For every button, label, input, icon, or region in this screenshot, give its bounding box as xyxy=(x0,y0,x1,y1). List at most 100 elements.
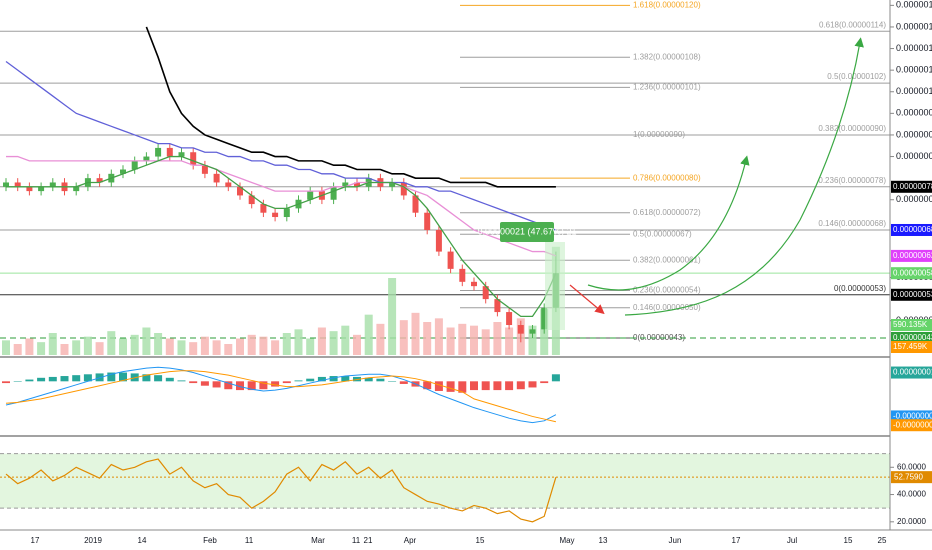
candle-body xyxy=(120,169,126,174)
fib-label: 0.382(0.00000090) xyxy=(818,124,886,133)
price-badge-label: -0.00000004 xyxy=(893,412,932,421)
volume-bar xyxy=(200,336,209,355)
rsi-current-label: 52.7590 xyxy=(894,472,923,481)
macd-histogram-bar xyxy=(107,372,116,382)
candle-body xyxy=(506,312,513,326)
candle-body xyxy=(131,160,138,170)
price-badge-label: 0.00000068 xyxy=(893,225,932,234)
volume-bar xyxy=(528,325,537,355)
volume-bar xyxy=(2,340,10,355)
macd-histogram-bar xyxy=(493,381,502,391)
fib-label: 1.618(0.00000120) xyxy=(633,0,701,9)
price-badge-label: 0.00000001 xyxy=(893,368,932,377)
macd-histogram-bar xyxy=(399,381,408,384)
candle-body xyxy=(260,204,267,213)
y-tick-label: 0.00000085 xyxy=(896,151,932,161)
volume-bar xyxy=(376,323,385,355)
price-badge-label: 0.00000043 xyxy=(893,333,932,342)
candle-body xyxy=(26,186,33,192)
x-tick-label: Apr xyxy=(404,536,417,545)
candle-body xyxy=(213,173,220,183)
x-tick-label: 17 xyxy=(31,536,40,545)
macd-histogram-bar xyxy=(446,381,455,392)
x-tick-label: 11 xyxy=(352,536,361,545)
y-tick-label: 0.00000095 xyxy=(896,108,932,118)
fib-label: 0.5(0.00000067) xyxy=(633,229,692,238)
candle-body xyxy=(389,182,396,187)
volume-bar xyxy=(434,318,443,355)
indicator-line xyxy=(5,366,557,424)
macd-histogram-bar xyxy=(364,377,373,382)
fib-label: 0.146(0.00000068) xyxy=(818,219,886,228)
macd-histogram-bar xyxy=(13,381,22,382)
position-box xyxy=(545,242,565,330)
volume-bar xyxy=(271,340,280,355)
volume-bar xyxy=(224,344,233,355)
fib-label: 0.146(0.00000050) xyxy=(633,303,701,312)
candle-body xyxy=(155,147,162,157)
volume-bar xyxy=(388,278,397,355)
candle-body xyxy=(541,307,548,330)
candle-body xyxy=(517,325,524,334)
y-tick-label: 0.00000090 xyxy=(896,129,932,139)
x-tick-label: 2019 xyxy=(84,536,102,545)
macd-histogram-bar xyxy=(434,381,443,391)
volume-bar xyxy=(60,344,69,355)
candle-body xyxy=(49,182,56,187)
x-tick-label: May xyxy=(559,536,574,545)
macd-histogram-bar xyxy=(294,380,303,382)
candle-body xyxy=(482,286,489,300)
price-badge xyxy=(891,341,932,353)
candle-body xyxy=(342,182,349,187)
candle-body xyxy=(201,165,208,174)
volume-bar xyxy=(189,342,198,355)
price-badge-label: -0.00000005 xyxy=(893,420,932,429)
y-tick-label: 0.00000110 xyxy=(896,43,932,53)
price-badge-label: 0.00000062 xyxy=(893,251,932,260)
candle-body xyxy=(3,182,9,187)
price-badge xyxy=(891,180,932,193)
x-tick-label: 13 xyxy=(599,536,608,545)
y-tick-label: 60.0000 xyxy=(897,462,926,471)
volume-bar xyxy=(95,342,104,355)
macd-histogram-bar xyxy=(470,381,478,391)
volume-bar xyxy=(37,342,46,355)
volume-bar xyxy=(341,325,350,355)
projection-curve xyxy=(587,155,750,291)
fib-label: 0.5(0.00000102) xyxy=(827,72,886,81)
candle-body xyxy=(178,152,185,157)
candle-body xyxy=(143,156,150,161)
y-tick-label: 40.0000 xyxy=(897,490,926,499)
price-badge xyxy=(891,419,932,432)
macd-histogram-bar xyxy=(481,381,490,391)
macd-histogram-bar xyxy=(551,374,560,382)
y-tick-label: 0.00000100 xyxy=(896,86,932,96)
volume-bar xyxy=(411,312,420,355)
volume-bar xyxy=(353,334,361,355)
fib-label: 0(0.00000043) xyxy=(633,333,685,342)
volume-bar xyxy=(329,331,338,355)
volume-bar xyxy=(236,338,244,355)
volume-bar xyxy=(142,327,151,355)
macd-histogram-bar xyxy=(516,381,525,390)
indicator-line xyxy=(5,370,557,423)
y-tick-label: 0.00000120 xyxy=(896,0,932,10)
indicator-line xyxy=(5,458,557,523)
y-tick-label: 0.00000075 xyxy=(896,194,932,204)
volume-bar xyxy=(317,327,326,355)
candle-body xyxy=(248,195,255,205)
x-tick-label: Mar xyxy=(311,536,325,545)
candle-body xyxy=(38,186,45,192)
volume-bar xyxy=(165,338,174,355)
x-tick-label: 21 xyxy=(364,536,373,545)
volume-bar xyxy=(25,338,34,355)
fib-label: 0.382(0.00000061) xyxy=(633,255,701,264)
macd-histogram-bar xyxy=(83,374,92,382)
fib-label: 1(0.00000090) xyxy=(633,130,685,139)
candle-body xyxy=(529,329,536,334)
macd-histogram-bar xyxy=(376,378,385,382)
macd-histogram-bar xyxy=(540,381,549,384)
macd-histogram-bar xyxy=(236,381,244,391)
macd-histogram-bar xyxy=(224,381,233,390)
